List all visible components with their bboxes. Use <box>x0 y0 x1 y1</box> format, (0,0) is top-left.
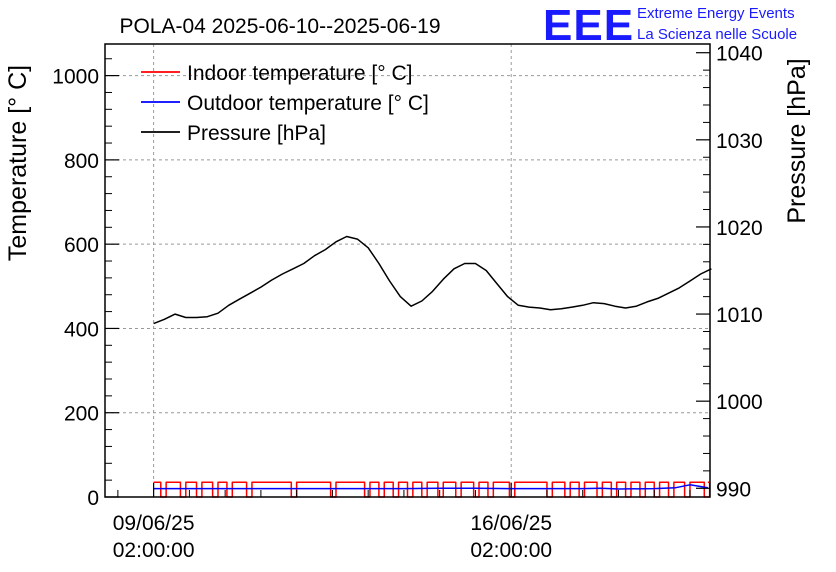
series-layer <box>153 235 712 498</box>
y-tick-label: 1000 <box>52 66 99 89</box>
y2-axis-title: Pressure [hPa] <box>783 58 811 223</box>
series-line <box>153 484 709 490</box>
legend-label: Indoor temperature [° C] <box>187 62 413 85</box>
y-tick-label: 800 <box>64 150 99 173</box>
logo-line-1: Extreme Energy Events <box>637 5 795 22</box>
right-axis: 990 1000 1010 1020 1030 1040 <box>696 43 763 501</box>
x-tick-label-time: 02:00:00 <box>113 539 195 562</box>
y-tick-label: 0 <box>87 487 99 510</box>
series-line <box>153 235 712 325</box>
x-tick-label-time: 02:00:00 <box>470 539 552 562</box>
y2-tick-label: 1030 <box>716 130 763 153</box>
y2-tick-label: 1020 <box>716 217 763 240</box>
y-axis-title: Temperature [° C] <box>4 65 32 261</box>
y2-tick-label: 1000 <box>716 391 763 414</box>
x-tick-label-date: 16/06/25 <box>470 512 552 535</box>
eee-logo: EEE Extreme Energy Events La Scienza nel… <box>543 1 797 50</box>
y-tick-label: 200 <box>64 403 99 426</box>
y-tick-label: 600 <box>64 234 99 257</box>
chart-title: POLA-04 2025-06-10--2025-06-19 <box>119 15 440 38</box>
y-tick-label: 400 <box>64 318 99 341</box>
logo-line-2: La Scienza nelle Scuole <box>637 26 797 43</box>
x-tick-label-date: 09/06/25 <box>113 512 195 535</box>
plot-frame <box>104 43 711 498</box>
legend-label: Pressure [hPa] <box>187 122 326 145</box>
left-axis: 0 200 400 600 800 1000 <box>52 58 119 510</box>
legend-label: Outdoor temperature [° C] <box>187 92 429 115</box>
y2-tick-label: 1040 <box>716 43 763 66</box>
eee-logo-mark: EEE <box>543 1 634 50</box>
y2-tick-label: 1010 <box>716 304 763 327</box>
y2-tick-label: 990 <box>716 478 751 501</box>
x-axis: 09/06/25 02:00:00 16/06/25 02:00:00 <box>113 483 691 562</box>
legend: Indoor temperature [° C] Outdoor temperat… <box>141 62 429 145</box>
grid-layer <box>105 44 710 497</box>
